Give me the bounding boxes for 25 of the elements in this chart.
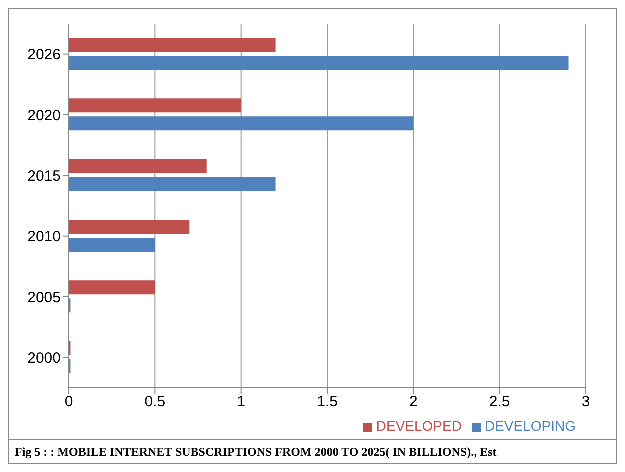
y-tick-label: 2010 — [28, 228, 61, 246]
bar — [69, 38, 276, 52]
bar — [69, 220, 190, 234]
bar — [69, 280, 156, 295]
bar — [69, 116, 414, 131]
x-tick-label: 1 — [237, 394, 246, 411]
y-tick-label: 2000 — [28, 350, 61, 367]
x-tick-label: 2.5 — [489, 394, 510, 411]
bar — [69, 177, 276, 192]
y-tick-label: 2026 — [28, 46, 61, 64]
bar — [69, 98, 242, 113]
bar — [69, 159, 207, 174]
legend-label: DEVELOPED — [376, 418, 462, 434]
y-tick-label: 2005 — [28, 289, 61, 306]
legend-label: DEVELOPING — [484, 418, 576, 434]
x-tick-label: 1.5 — [317, 394, 338, 411]
x-tick-label: 0 — [64, 394, 74, 411]
x-tick-label: 2 — [409, 394, 418, 411]
caption: Fig 5 : : MOBILE INTERNET SUBSCRIPTIONS FROM 2000 TO 2025( IN BILLIONS)., Est — [9, 439, 616, 465]
y-tick-label: 2015 — [28, 168, 61, 185]
bar — [69, 238, 156, 252]
x-tick-label: 0.5 — [144, 394, 166, 411]
bar — [69, 56, 569, 70]
x-tick-label: 3 — [582, 394, 590, 411]
y-tick-label: 2020 — [28, 107, 61, 124]
